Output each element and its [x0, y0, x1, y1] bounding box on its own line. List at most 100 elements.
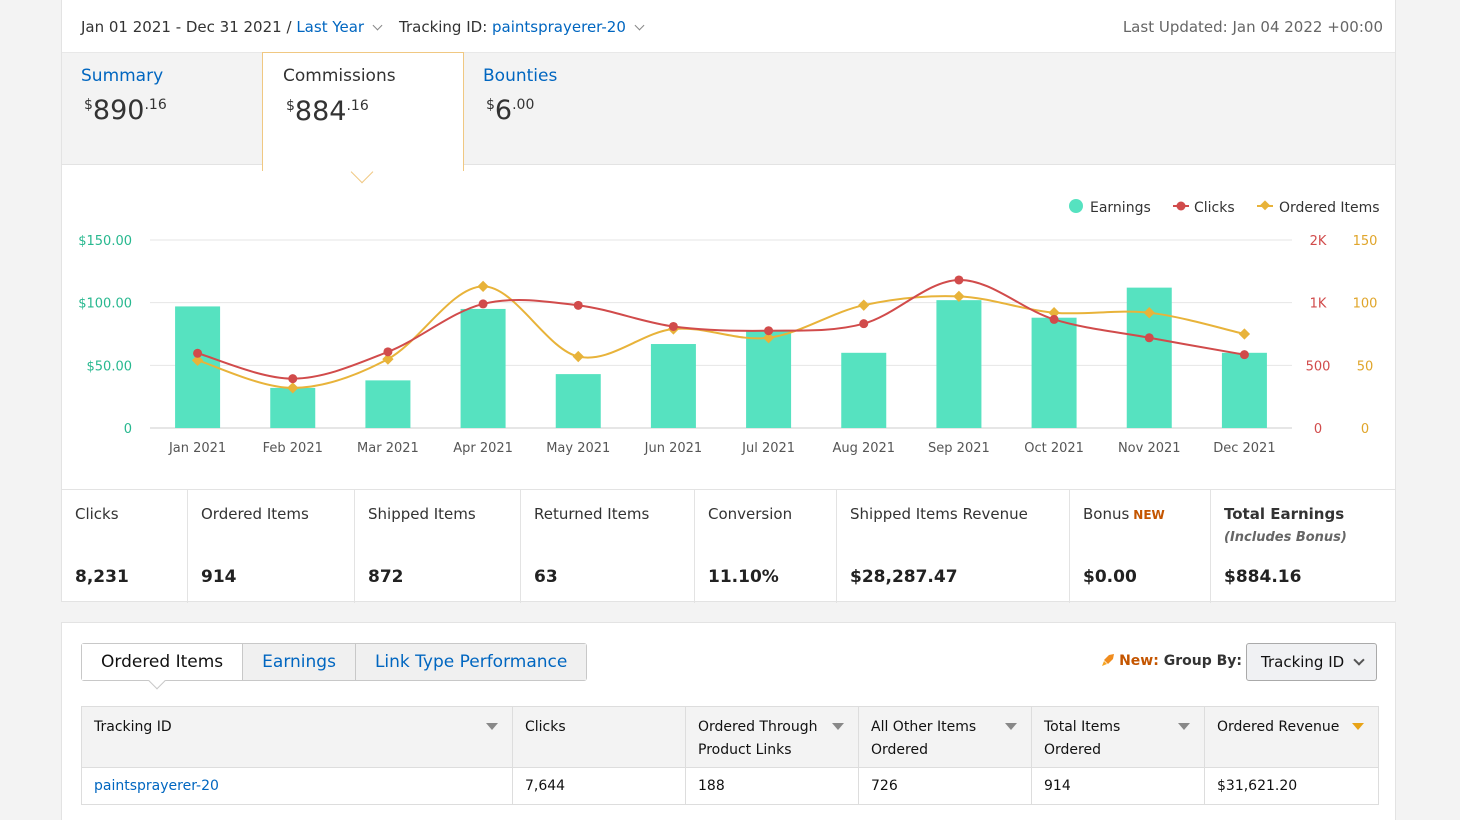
point-clicks [1144, 333, 1154, 343]
y3-tick-label: 150 [1353, 234, 1378, 249]
point-clicks [1239, 350, 1249, 360]
sort-icon[interactable] [1005, 723, 1017, 730]
point-clicks [288, 374, 298, 384]
point-clicks [478, 299, 488, 309]
tab-commissions[interactable]: Commissions $884.16 [262, 52, 464, 171]
point-ordered-items [1143, 307, 1155, 319]
point-clicks [859, 319, 869, 329]
legend-label: Earnings [1090, 200, 1151, 216]
legend-label: Ordered Items [1279, 200, 1380, 216]
tab-ordered-items[interactable]: Ordered Items [82, 644, 244, 680]
col-ordered-revenue[interactable]: Ordered Revenue [1204, 706, 1379, 768]
point-ordered-items [572, 350, 584, 363]
y-tick-label: $50.00 [87, 359, 133, 374]
x-tick-label: Jul 2021 [741, 441, 795, 456]
group-by-label: New: Group By: [1101, 653, 1242, 669]
tab-summary[interactable]: Summary $890.16 [81, 66, 167, 126]
sort-icon[interactable] [486, 723, 498, 730]
x-tick-label: Apr 2021 [453, 441, 513, 456]
report-card: Ordered Items Earnings Link Type Perform… [61, 622, 1396, 820]
x-tick-label: May 2021 [546, 441, 610, 456]
report-tabs: Ordered Items Earnings Link Type Perform… [81, 643, 588, 681]
point-clicks [573, 300, 583, 310]
stat-bonus: Bonus NEW $0.00 [1070, 490, 1211, 603]
report-header: Jan 01 2021 - Dec 31 2021 / Last Year Tr… [62, 0, 1395, 52]
point-ordered-items [191, 354, 204, 366]
bar [175, 306, 221, 428]
y-tick-label: 0 [124, 422, 132, 437]
point-clicks [193, 348, 203, 358]
cell-all-other-items: 726 [858, 767, 1032, 805]
y-tick-label: $100.00 [78, 297, 132, 312]
y-tick-label: $150.00 [78, 234, 132, 249]
y2-tick-label: 500 [1306, 359, 1331, 374]
tab-earnings[interactable]: Earnings [243, 644, 356, 680]
bar [841, 352, 887, 428]
y3-tick-label: 0 [1361, 422, 1369, 437]
x-tick-label: Aug 2021 [832, 441, 895, 456]
bar [555, 374, 601, 428]
stat-total-earnings: Total Earnings (Includes Bonus) $884.16 [1224, 505, 1347, 587]
stat-conversion: Conversion 11.10% [695, 490, 837, 603]
chevron-down-icon[interactable] [634, 20, 645, 31]
point-clicks [1049, 314, 1059, 324]
point-ordered-items [287, 382, 299, 394]
y2-tick-label: 1K [1310, 297, 1327, 312]
bar [650, 344, 696, 428]
sort-icon[interactable] [832, 723, 844, 730]
sort-icon[interactable] [1178, 723, 1190, 730]
tracking-id-value[interactable]: paintsprayerer-20 [492, 18, 626, 36]
tab-link-type-performance[interactable]: Link Type Performance [355, 644, 587, 680]
x-tick-label: Oct 2021 [1024, 441, 1084, 456]
x-tick-label: Sep 2021 [928, 441, 990, 456]
stat-shipped-revenue: Shipped Items Revenue $28,287.47 [837, 490, 1070, 603]
series-line-ordered-items [197, 285, 1245, 389]
summary-amount: $890.16 [84, 95, 167, 126]
date-preset[interactable]: Last Year [296, 18, 365, 36]
earnings-chart: $150.00 $100.00 $50.00 0 2K 1K 500 0 150 100 50 0 Ja… [62, 165, 1395, 489]
bar [460, 308, 506, 428]
tab-bounties[interactable]: Bounties $6.00 [483, 66, 558, 126]
x-tick-label: Feb 2021 [263, 441, 323, 456]
point-clicks [383, 347, 393, 357]
point-clicks [668, 321, 678, 331]
tracking-id-picker[interactable]: Tracking ID: paintsprayerer-20 [399, 18, 645, 36]
bar [1031, 317, 1077, 428]
legend-label: Clicks [1194, 200, 1235, 216]
stat-clicks: Clicks 8,231 [62, 490, 188, 603]
point-ordered-items [477, 280, 489, 293]
date-range-picker[interactable]: Jan 01 2021 - Dec 31 2021 / Last Year [81, 18, 383, 36]
tracking-table: Tracking ID Clicks Ordered Through Produ… [81, 706, 1379, 805]
chart-canvas: $150.00$100.00$50.0002K1K5000150100500Ja… [78, 199, 1380, 456]
y2-tick-label: 2K [1310, 234, 1327, 249]
rocket-icon [1102, 654, 1115, 666]
point-clicks [764, 326, 774, 336]
bounties-amount: $6.00 [486, 95, 535, 126]
chevron-down-icon[interactable] [372, 20, 383, 31]
col-all-other-items[interactable]: All Other Items Ordered [858, 706, 1032, 768]
point-ordered-items [762, 332, 775, 344]
y3-tick-label: 50 [1357, 359, 1374, 374]
chevron-down-icon [1353, 654, 1365, 666]
x-tick-label: Mar 2021 [357, 441, 419, 456]
point-ordered-items [1238, 328, 1251, 340]
col-tracking-id[interactable]: Tracking ID [81, 706, 513, 768]
col-ordered-through-links[interactable]: Ordered Through Product Links [685, 706, 859, 768]
stat-shipped-items: Shipped Items 872 [355, 490, 521, 603]
sort-desc-icon[interactable] [1352, 723, 1364, 730]
cell-tracking-id[interactable]: paintsprayerer-20 [81, 767, 513, 805]
y3-tick-label: 100 [1353, 297, 1378, 312]
col-clicks[interactable]: Clicks [512, 706, 686, 768]
group-by-select[interactable]: Tracking ID [1246, 643, 1377, 681]
cell-clicks: 7,644 [512, 767, 686, 805]
commissions-amount: $884.16 [286, 96, 369, 127]
table-row: paintsprayerer-20 7,644 188 726 914 $31,… [81, 767, 1379, 805]
stats-row: Clicks 8,231 Ordered Items 914 Shipped I… [62, 489, 1395, 603]
bar [365, 380, 411, 428]
last-updated: Last Updated: Jan 04 2022 +00:00 [1122, 18, 1383, 36]
bar [746, 330, 792, 428]
bar [270, 387, 316, 428]
summary-tabs: Summary $890.16 Commissions $884.16 Boun… [62, 52, 1395, 171]
col-total-items[interactable]: Total Items Ordered [1031, 706, 1205, 768]
point-ordered-items [1048, 307, 1060, 319]
